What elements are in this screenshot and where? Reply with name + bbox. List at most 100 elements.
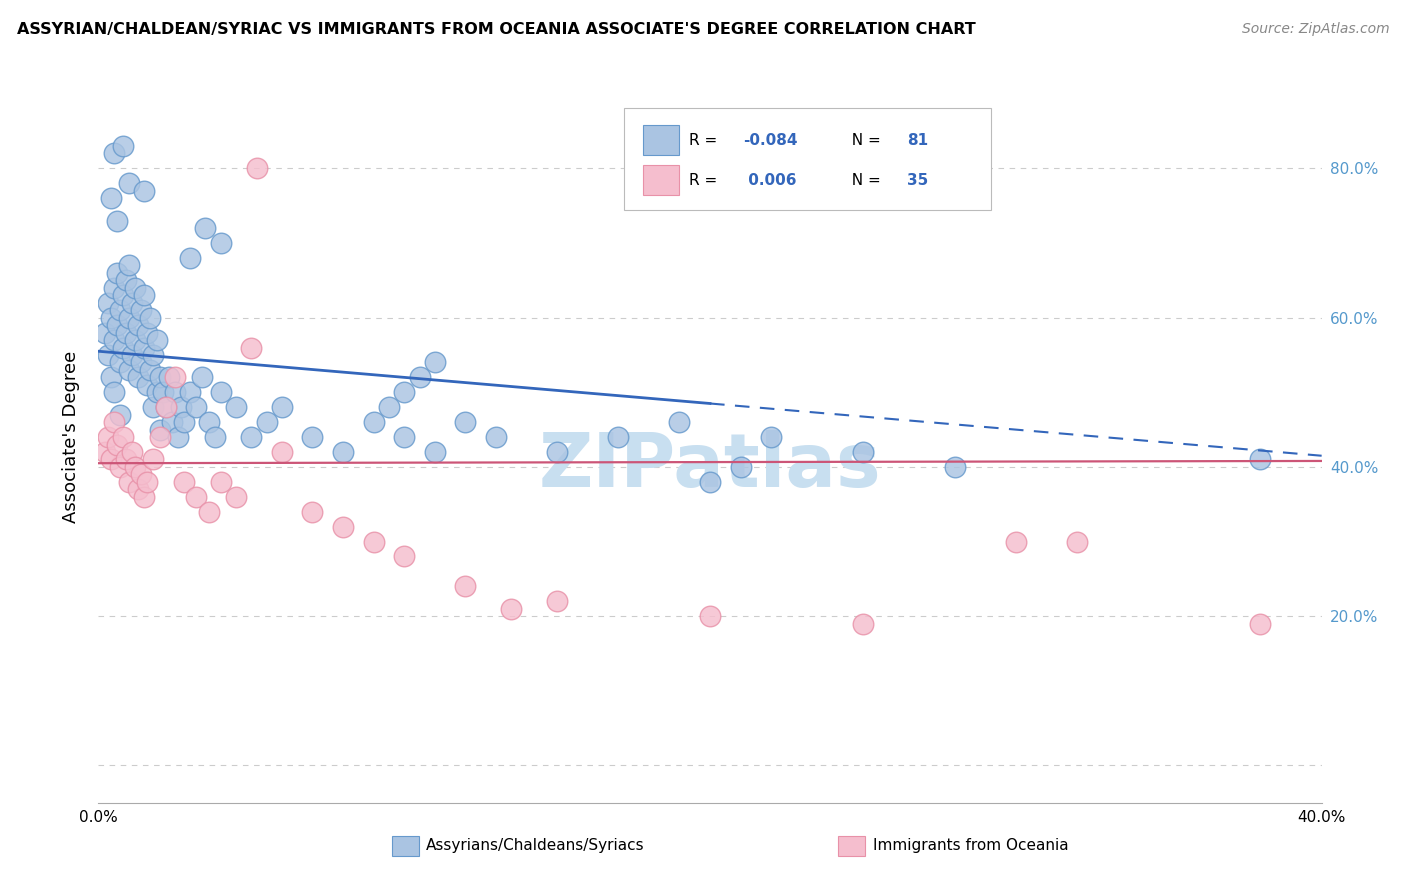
Point: [173, 415, 195, 429]
Point: [270, 445, 292, 459]
Point: [256, 415, 278, 429]
Point: [852, 616, 875, 631]
Point: [100, 310, 122, 325]
Text: N =: N =: [842, 172, 886, 187]
Point: [246, 161, 269, 176]
Point: [1004, 534, 1026, 549]
Point: [118, 259, 141, 273]
Point: [129, 303, 152, 318]
Point: [118, 475, 141, 489]
Point: [103, 281, 125, 295]
Point: [111, 430, 134, 444]
Point: [142, 452, 165, 467]
Point: [100, 191, 122, 205]
FancyBboxPatch shape: [838, 836, 865, 856]
Point: [546, 594, 568, 608]
Point: [163, 370, 186, 384]
Point: [139, 310, 162, 325]
Point: [149, 430, 172, 444]
Point: [209, 385, 232, 400]
Point: [127, 370, 149, 384]
Point: [97, 295, 120, 310]
Text: R =: R =: [689, 172, 723, 187]
FancyBboxPatch shape: [624, 108, 991, 211]
Point: [103, 385, 125, 400]
Point: [121, 445, 143, 459]
FancyBboxPatch shape: [643, 126, 679, 154]
Point: [546, 445, 568, 459]
Point: [111, 139, 134, 153]
Point: [100, 370, 122, 384]
Text: Source: ZipAtlas.com: Source: ZipAtlas.com: [1241, 22, 1389, 37]
Point: [121, 295, 143, 310]
Point: [730, 459, 752, 474]
Point: [129, 467, 152, 482]
Point: [209, 475, 232, 489]
Text: 35: 35: [907, 172, 928, 187]
Point: [105, 318, 128, 332]
Point: [97, 430, 120, 444]
Point: [197, 415, 219, 429]
Point: [1249, 452, 1271, 467]
Point: [1249, 616, 1271, 631]
Point: [852, 445, 875, 459]
Point: [240, 430, 263, 444]
Point: [301, 505, 323, 519]
Point: [145, 385, 167, 400]
Point: [142, 401, 165, 415]
Point: [392, 430, 416, 444]
Point: [194, 221, 217, 235]
Point: [209, 235, 232, 250]
Point: [108, 408, 131, 422]
Point: [186, 401, 208, 415]
Point: [378, 401, 401, 415]
Point: [105, 266, 128, 280]
Point: [118, 310, 141, 325]
Point: [155, 401, 177, 415]
Point: [423, 445, 446, 459]
Point: [179, 385, 201, 400]
Point: [136, 377, 159, 392]
Point: [204, 430, 226, 444]
Point: [157, 370, 180, 384]
Point: [124, 459, 146, 474]
Point: [93, 326, 115, 340]
Point: [111, 288, 134, 302]
Text: 0.006: 0.006: [742, 172, 797, 187]
Point: [759, 430, 782, 444]
Point: [134, 341, 156, 355]
Point: [160, 415, 183, 429]
FancyBboxPatch shape: [392, 836, 419, 856]
Point: [170, 401, 193, 415]
Point: [142, 348, 165, 362]
Text: Immigrants from Oceania: Immigrants from Oceania: [873, 838, 1069, 854]
Point: [173, 475, 195, 489]
Point: [124, 281, 146, 295]
Point: [225, 401, 247, 415]
Point: [186, 490, 208, 504]
Point: [163, 385, 186, 400]
Point: [134, 288, 156, 302]
Point: [97, 348, 120, 362]
Point: [270, 401, 292, 415]
Text: 81: 81: [907, 133, 928, 147]
Point: [943, 459, 966, 474]
Text: N =: N =: [842, 133, 886, 147]
Text: R =: R =: [689, 133, 723, 147]
Point: [225, 490, 247, 504]
Point: [139, 363, 162, 377]
Point: [121, 348, 143, 362]
FancyBboxPatch shape: [643, 165, 679, 194]
Point: [363, 415, 385, 429]
Point: [129, 355, 152, 369]
Point: [699, 609, 721, 624]
Point: [100, 452, 122, 467]
Point: [301, 430, 323, 444]
Point: [699, 475, 721, 489]
Point: [111, 341, 134, 355]
Point: [149, 370, 172, 384]
Point: [124, 333, 146, 347]
Y-axis label: Associate's Degree: Associate's Degree: [62, 351, 80, 524]
Point: [127, 483, 149, 497]
Point: [134, 184, 156, 198]
